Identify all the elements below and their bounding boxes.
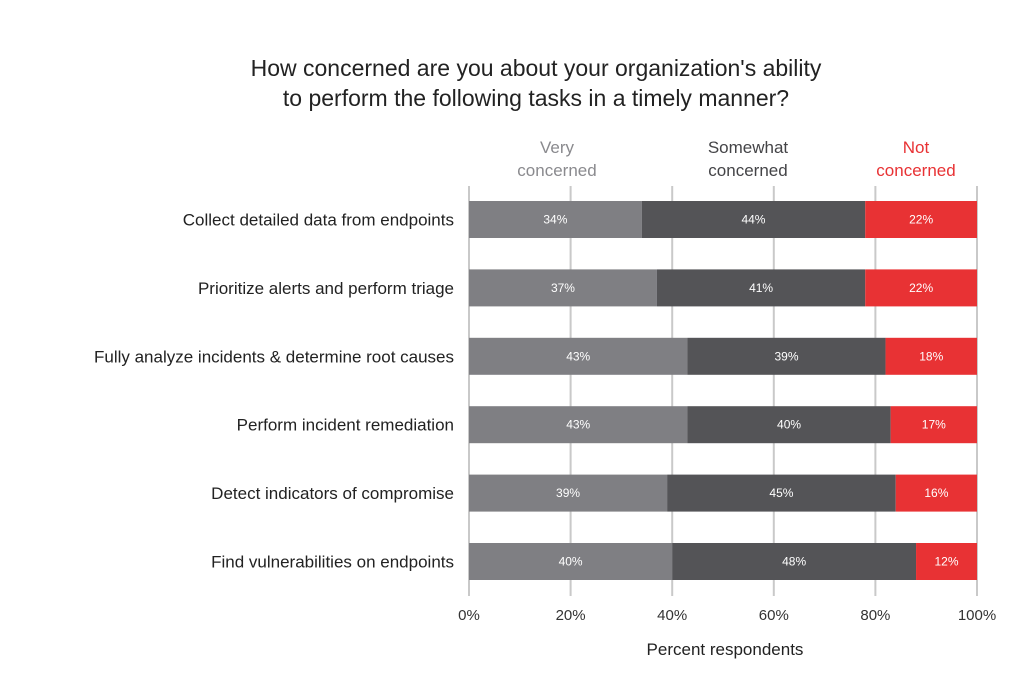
x-axis-label: Percent respondents [647,640,804,659]
value-label: 22% [909,213,933,227]
value-label: 45% [769,486,793,500]
x-tick-label: 80% [860,607,890,624]
legend-entry: Not [903,138,930,157]
bar-segment [687,337,886,375]
x-tick-label: 20% [556,607,586,624]
value-labels: 34% 44% 22% 37% 41% 22% 43% 39% 18% 43% 40% 17% 39% 4… [543,213,959,569]
bar-segment [865,269,977,307]
chart-title-line-2: to perform the following tasks in a time… [283,85,789,111]
category-label: Fully analyze incidents & determine root… [94,347,454,366]
value-label: 40% [559,555,583,569]
category-label: Collect detailed data from endpoints [183,211,454,230]
bar-segment [890,406,977,444]
bar-segment [641,201,866,238]
legend: Very concerned Somewhat concerned Not concern… [517,138,955,180]
bar-segment [916,543,977,580]
bar-segment [469,543,673,580]
legend-entry: Somewhat [708,138,789,157]
value-label: 41% [749,281,773,295]
bar-segment [885,337,977,375]
chart-title-line-1: How concerned are you about your organiz… [251,55,822,81]
category-label: Detect indicators of compromise [211,484,454,503]
value-label: 34% [543,213,567,227]
category-label: Prioritize alerts and perform triage [198,279,454,298]
value-label: 37% [551,281,575,295]
x-tick-label: 0% [458,607,480,624]
legend-entry: Very [540,138,575,157]
bar-segment [469,269,657,307]
bar-segment [469,406,688,444]
value-label: 44% [741,213,765,227]
bar-segment [469,474,668,512]
value-label: 48% [782,555,806,569]
value-label: 12% [935,555,959,569]
bar-segment [469,201,642,238]
bar-segment [672,543,917,580]
bar-segment [895,474,977,512]
bar-segment [469,337,688,375]
category-labels: Collect detailed data from endpoints Prio… [94,211,454,572]
value-label: 39% [774,349,798,363]
x-tick-label: 40% [657,607,687,624]
value-label: 43% [566,418,590,432]
category-label: Find vulnerabilities on endpoints [211,553,454,572]
bar-segment [667,474,896,512]
x-axis-ticks: 0% 20% 40% 60% 80% 100% [458,607,996,624]
grid-lines [468,186,978,596]
value-label: 40% [777,418,801,432]
bar-segment [687,406,891,444]
bar-segment [865,201,977,238]
x-tick-label: 60% [759,607,789,624]
value-label: 17% [922,418,946,432]
bars [469,201,977,580]
value-label: 22% [909,281,933,295]
value-label: 43% [566,349,590,363]
legend-entry: concerned [708,161,787,180]
bar-segment [656,269,866,307]
value-label: 18% [919,349,943,363]
x-tick-label: 100% [958,607,996,624]
value-label: 39% [556,486,580,500]
category-label: Perform incident remediation [237,416,454,435]
chart-title: How concerned are you about your organiz… [251,55,822,111]
legend-entry: concerned [517,161,596,180]
legend-entry: concerned [876,161,955,180]
value-label: 16% [924,486,948,500]
